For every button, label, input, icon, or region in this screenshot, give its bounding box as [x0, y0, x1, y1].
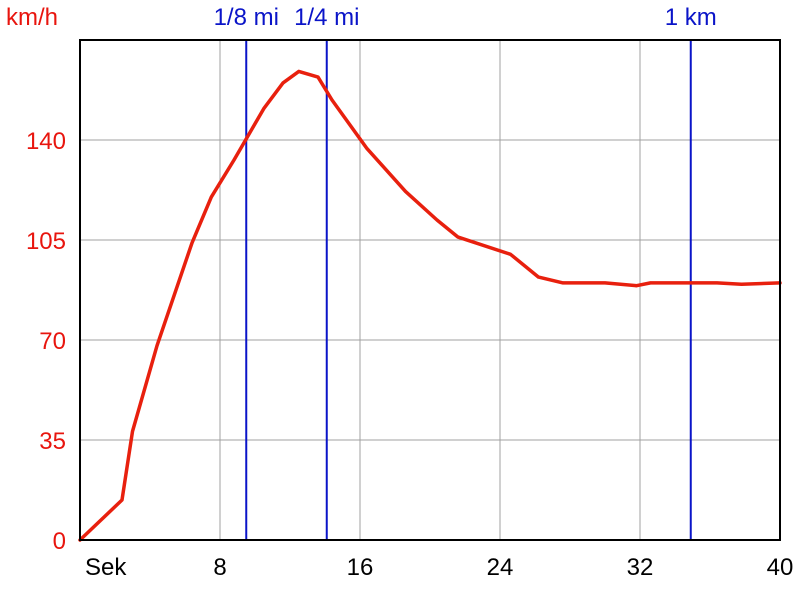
y-tick-label: 0	[53, 528, 66, 555]
distance-marker-label: 1 km	[665, 4, 717, 31]
x-tick-label: 8	[213, 554, 226, 581]
distance-marker-label: 1/4 mi	[294, 4, 359, 31]
y-tick-labels: 0 35 70 105 140	[26, 128, 66, 555]
y-tick-label: 105	[26, 228, 66, 255]
y-tick-label: 35	[39, 428, 66, 455]
grid-lines	[80, 40, 780, 540]
distance-marker-label: 1/8 mi	[214, 4, 279, 31]
y-tick-label: 70	[39, 328, 66, 355]
y-tick-label: 140	[26, 128, 66, 155]
x-tick-labels: Sek 8 16 24 32 40	[85, 554, 793, 581]
speed-series	[78, 69, 782, 542]
x-tick-label: 16	[347, 554, 374, 581]
speed-line	[78, 69, 782, 542]
y-axis-unit-label: km/h	[6, 4, 58, 31]
x-tick-label: 24	[487, 554, 514, 581]
distance-markers: 1/8 mi 1/4 mi 1 km	[214, 4, 717, 540]
plot-frame	[79, 39, 781, 541]
x-axis-unit-label: Sek	[85, 554, 127, 581]
x-tick-label: 32	[627, 554, 654, 581]
x-tick-label: 40	[767, 554, 794, 581]
